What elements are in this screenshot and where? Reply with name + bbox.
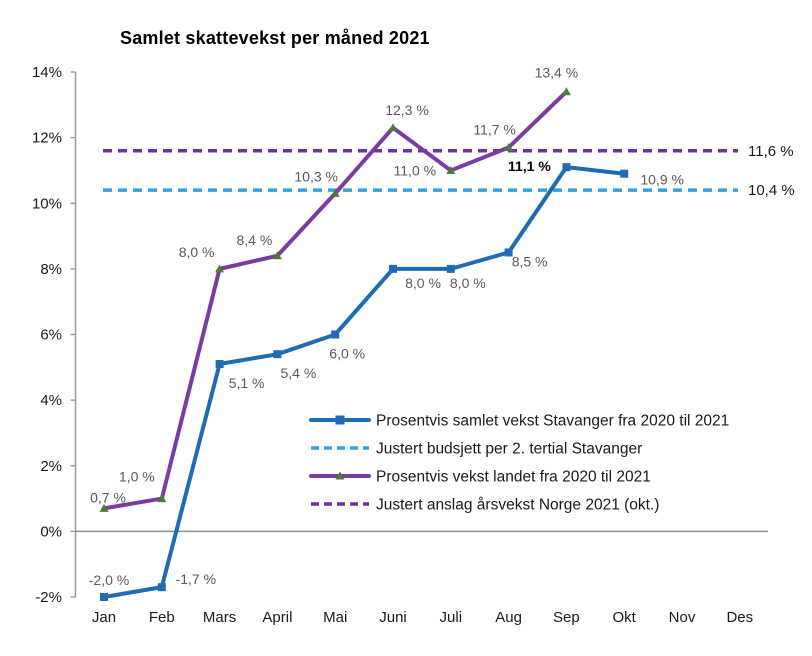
legend-marker-landet <box>335 471 345 480</box>
x-axis-tick-label: Juli <box>440 609 463 626</box>
marker-landet <box>330 188 340 197</box>
x-axis-tick-label: Sep <box>553 609 580 626</box>
y-axis-tick-label: 0% <box>40 523 62 540</box>
marker-stavanger <box>157 583 166 592</box>
y-axis-tick-label: 8% <box>40 261 62 278</box>
marker-landet <box>272 251 282 260</box>
data-label-stavanger: 5,4 % <box>280 365 316 381</box>
marker-stavanger <box>273 350 282 359</box>
data-label-stavanger: -1,7 % <box>176 571 216 587</box>
legend-item-budsjett: Justert budsjett per 2. tertial Stavange… <box>311 441 642 458</box>
marker-landet <box>561 87 571 96</box>
x-axis-tick-label: Des <box>726 609 753 626</box>
marker-landet <box>157 494 167 503</box>
data-label-stavanger: -2,0 % <box>89 572 129 588</box>
marker-stavanger <box>215 360 224 369</box>
marker-stavanger <box>562 163 571 172</box>
reference-line-label-anslag: 11,6 % <box>748 143 794 160</box>
marker-stavanger <box>389 264 397 273</box>
x-axis-tick-label: Juni <box>379 609 407 626</box>
legend-item-landet: Prosentvis vekst landet fra 2020 til 202… <box>309 469 651 486</box>
y-axis-tick-label: 2% <box>40 458 62 475</box>
x-axis-tick-label: Jan <box>92 609 116 626</box>
marker-landet <box>504 142 514 151</box>
x-axis-tick-label: Mai <box>323 609 347 626</box>
data-label-landet: 13,4 % <box>535 65 579 81</box>
legend-item-anslag: Justert anslag årsvekst Norge 2021 (okt.… <box>311 497 659 514</box>
marker-landet <box>388 123 398 132</box>
y-axis-tick-label: 12% <box>32 130 62 147</box>
chart-title: Samlet skattevekst per måned 2021 <box>120 28 430 48</box>
legend-label-landet: Prosentvis vekst landet fra 2020 til 202… <box>376 469 651 486</box>
marker-stavanger <box>446 264 455 273</box>
x-axis-tick-label: Okt <box>613 609 637 626</box>
y-axis-tick-label: -2% <box>35 589 62 606</box>
marker-landet <box>99 503 109 512</box>
reference-line-label-budsjett: 10,4 % <box>748 182 795 199</box>
legend-label-stavanger: Prosentvis samlet vekst Stavanger fra 20… <box>376 413 729 430</box>
legend-marker-stavanger <box>335 415 345 425</box>
marker-stavanger <box>331 330 340 339</box>
data-label-stavanger: 10,9 % <box>640 172 684 188</box>
x-axis-tick-label: Mars <box>203 609 236 626</box>
marker-landet <box>446 165 456 174</box>
series-line-stavanger <box>102 165 627 599</box>
legend-label-anslag: Justert anslag årsvekst Norge 2021 (okt.… <box>376 497 659 514</box>
data-label-stavanger: 11,1 % <box>508 158 551 174</box>
x-axis-tick-label: Feb <box>149 609 175 626</box>
data-label-landet: 11,0 % <box>394 162 437 178</box>
y-axis-tick-label: 10% <box>32 195 62 212</box>
data-label-stavanger: 5,1 % <box>229 375 265 391</box>
marker-stavanger <box>620 169 629 178</box>
data-label-landet: 1,0 % <box>119 469 155 485</box>
data-label-stavanger: 8,0 % <box>405 275 441 291</box>
data-label-stavanger: 8,5 % <box>512 253 548 269</box>
x-axis-tick-label: Nov <box>669 609 696 626</box>
data-label-landet: 8,4 % <box>236 232 272 248</box>
legend-item-stavanger: Prosentvis samlet vekst Stavanger fra 20… <box>309 413 729 430</box>
legend-label-budsjett: Justert budsjett per 2. tertial Stavange… <box>376 441 642 458</box>
data-label-stavanger: 8,0 % <box>450 275 486 291</box>
chart-legend: Prosentvis samlet vekst Stavanger fra 20… <box>309 413 729 514</box>
data-label-landet: 8,0 % <box>179 244 215 260</box>
marker-stavanger <box>100 593 108 601</box>
y-axis-tick-label: 6% <box>40 327 62 344</box>
x-axis-tick-label: April <box>262 609 292 626</box>
x-axis-tick-label: Aug <box>495 609 522 626</box>
data-label-landet: 12,3 % <box>385 102 429 118</box>
data-label-landet: 10,3 % <box>294 168 338 184</box>
data-label-landet: 0,7 % <box>90 489 126 505</box>
y-axis-tick-label: 4% <box>40 392 62 409</box>
marker-stavanger <box>504 248 513 257</box>
y-axis-tick-label: 14% <box>32 64 62 81</box>
data-label-stavanger: 6,0 % <box>329 346 365 362</box>
data-label-landet: 11,7 % <box>473 121 516 137</box>
marker-landet <box>215 264 225 273</box>
